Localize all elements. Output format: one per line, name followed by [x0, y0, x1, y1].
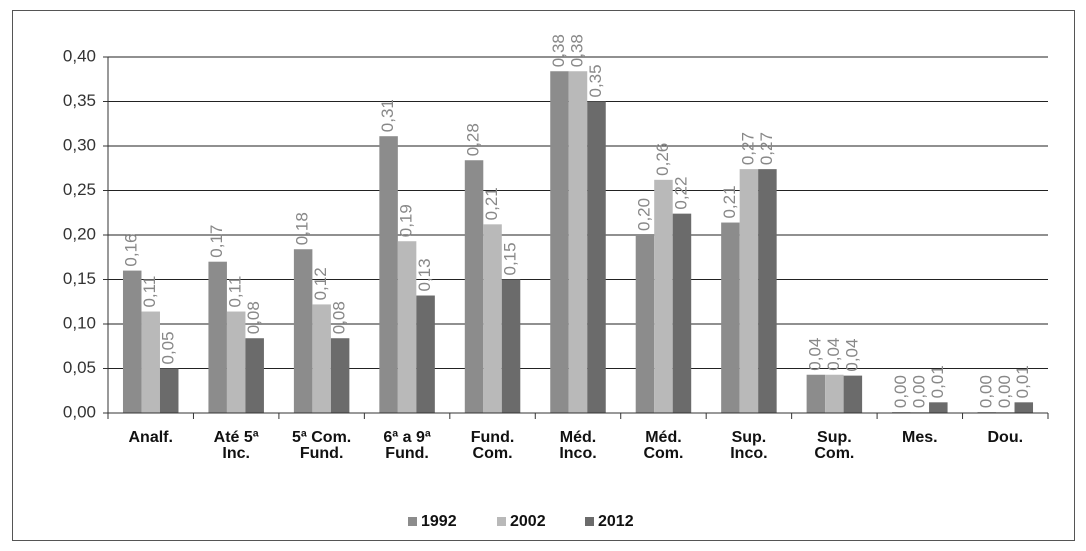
bar [293, 249, 313, 413]
value-label: 0,22 [671, 177, 690, 210]
legend-swatch [408, 517, 417, 526]
bar [141, 311, 160, 413]
bar [672, 213, 692, 413]
value-label: 0,16 [122, 234, 141, 267]
bar [1014, 402, 1034, 413]
bar [739, 169, 759, 413]
legend-swatch [585, 517, 594, 526]
x-tick-label: 5ª Com. Fund. [291, 429, 352, 462]
value-label: 0,08 [244, 301, 263, 334]
value-label: 0,12 [311, 267, 330, 300]
value-label: 0,38 [549, 34, 568, 67]
bar [721, 222, 740, 413]
value-label: 0,27 [757, 132, 776, 165]
x-tick-label: Analf. [128, 429, 173, 446]
bar [550, 71, 569, 414]
chart-border [12, 10, 1075, 541]
value-label: 0,15 [501, 242, 520, 275]
value-label: 0,18 [293, 212, 312, 245]
bar [587, 101, 606, 413]
bar [635, 235, 655, 413]
bar [416, 295, 435, 413]
y-tick-label: 0,35 [63, 91, 96, 110]
value-label: 0,17 [207, 225, 226, 258]
bar [330, 338, 350, 413]
x-tick-label: Sup. Inco. [730, 429, 768, 462]
y-tick-label: 0,40 [63, 46, 96, 65]
x-tick-label: Dou. [987, 429, 1024, 446]
value-label: 0,28 [464, 123, 483, 156]
value-label: 0,00 [909, 375, 928, 408]
legend-swatch [497, 517, 506, 526]
value-label: 0,04 [824, 338, 843, 371]
x-tick-label: Méd. Com. [643, 429, 684, 462]
bar [806, 374, 826, 413]
x-tick-label: 6ª a 9ª Fund. [383, 429, 431, 462]
bar [159, 368, 179, 413]
x-tick-label: Méd. Inco. [559, 429, 597, 462]
bar [122, 270, 142, 413]
x-tick-label: Sup. Com. [814, 429, 855, 462]
value-label: 0,38 [567, 34, 586, 67]
bar [501, 279, 521, 413]
y-tick-label: 0,25 [63, 180, 96, 199]
value-label: 0,31 [378, 99, 397, 132]
legend-label: 2012 [598, 513, 634, 530]
value-label: 0,21 [482, 187, 501, 220]
value-label: 0,00 [976, 375, 995, 408]
x-tick-label: Mes. [902, 429, 938, 446]
bar [483, 224, 502, 413]
bar [758, 169, 777, 413]
value-label: 0,01 [1013, 365, 1032, 398]
x-tick-label: Até 5ª Inc. [213, 429, 259, 462]
value-label: 0,04 [805, 338, 824, 371]
value-label: 0,13 [415, 258, 434, 291]
bar [312, 304, 331, 413]
value-label: 0,08 [330, 301, 349, 334]
bar [464, 160, 484, 413]
legend-label: 1992 [421, 513, 457, 530]
y-tick-label: 0,30 [63, 135, 96, 154]
value-label: 0,00 [995, 375, 1014, 408]
bar [843, 375, 863, 413]
y-tick-label: 0,05 [63, 358, 96, 377]
bar [929, 402, 948, 413]
value-label: 0,05 [159, 331, 178, 364]
value-label: 0,27 [738, 132, 757, 165]
y-tick-label: 0,20 [63, 224, 96, 243]
bar [825, 374, 844, 413]
value-label: 0,20 [634, 198, 653, 231]
y-tick-label: 0,15 [63, 269, 96, 288]
legend-label: 2002 [510, 513, 546, 530]
value-label: 0,00 [891, 375, 910, 408]
value-label: 0,04 [842, 339, 861, 372]
value-label: 0,19 [397, 204, 416, 237]
bar [379, 136, 398, 413]
bar [208, 261, 227, 413]
bar [654, 179, 673, 413]
y-tick-label: 0,10 [63, 313, 96, 332]
value-label: 0,11 [226, 276, 245, 308]
value-label: 0,26 [653, 143, 672, 176]
bar [568, 71, 588, 414]
value-label: 0,01 [928, 365, 947, 398]
bar [397, 241, 417, 413]
bar [245, 338, 264, 413]
x-tick-label: Fund. Com. [470, 429, 515, 462]
value-label: 0,11 [140, 276, 159, 308]
bar [226, 311, 246, 413]
value-label: 0,21 [720, 185, 739, 218]
value-label: 0,35 [586, 64, 605, 97]
y-tick-label: 0,00 [63, 402, 96, 421]
